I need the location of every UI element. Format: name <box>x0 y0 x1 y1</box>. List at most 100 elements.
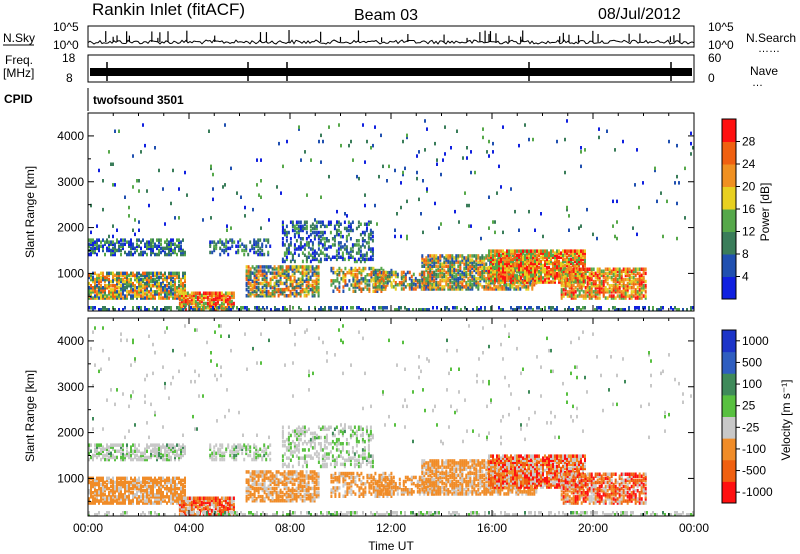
heatmap-cell <box>255 294 258 298</box>
heatmap-cell <box>138 495 140 499</box>
heatmap-cell <box>489 285 492 289</box>
heatmap-cell <box>471 266 474 270</box>
heatmap-cell <box>445 276 448 281</box>
heatmap-cell <box>517 278 520 283</box>
heatmap-cell <box>102 478 104 483</box>
heatmap-cell <box>562 280 564 284</box>
heatmap-cell <box>237 248 240 253</box>
heatmap-cell <box>88 273 90 278</box>
heatmap-cell <box>335 232 338 237</box>
heatmap-cell <box>106 246 108 251</box>
heatmap-cell <box>110 499 112 503</box>
heatmap-cell <box>110 279 112 284</box>
heatmap-cell <box>301 228 304 233</box>
heatmap-cell <box>313 273 316 277</box>
heatmap-cell <box>588 275 591 280</box>
heatmap-cell <box>128 292 130 296</box>
heatmap-cell <box>287 285 290 290</box>
heatmap-cell <box>498 259 500 264</box>
heatmap-cell <box>178 493 180 497</box>
heatmap-cell <box>692 146 694 150</box>
heatmap-cell <box>495 285 498 289</box>
heatmap-cell <box>132 501 134 505</box>
heatmap-cell <box>94 501 96 505</box>
heatmap-cell <box>315 271 318 275</box>
heatmap-cell <box>336 268 339 273</box>
heatmap-cell <box>122 476 124 481</box>
heatmap-cell <box>498 253 500 257</box>
heatmap-cell <box>307 243 310 247</box>
heatmap-cell <box>116 238 118 242</box>
heatmap-cell <box>447 256 450 260</box>
heatmap-cell <box>166 491 168 495</box>
heatmap-cell <box>488 278 490 282</box>
heatmap-cell <box>364 285 367 289</box>
heatmap-cell <box>468 224 470 228</box>
heatmap-cell <box>180 308 182 312</box>
heatmap-cell <box>307 283 310 288</box>
heatmap-cell <box>396 308 398 312</box>
heatmap-cell <box>640 275 643 280</box>
heatmap-cell <box>638 281 641 286</box>
heatmap-cell <box>287 273 290 277</box>
heatmap-cell <box>362 266 365 271</box>
heatmap-cell <box>180 493 182 497</box>
heatmap-cell <box>96 296 98 300</box>
heatmap-cell <box>291 283 294 288</box>
heatmap-cell <box>170 279 172 284</box>
heatmap-cell <box>447 283 450 287</box>
heatmap-cell <box>204 306 207 310</box>
heatmap-cell <box>520 272 522 276</box>
heatmap-cell <box>494 274 496 278</box>
heatmap-cell <box>148 242 150 246</box>
heatmap-cell <box>483 268 486 273</box>
heatmap-cell <box>382 281 385 285</box>
heatmap-cell <box>596 269 599 273</box>
heatmap-cell <box>305 226 308 231</box>
heatmap-cell <box>550 255 552 259</box>
heatmap-cell <box>532 308 534 312</box>
heatmap-cell <box>528 253 530 257</box>
heatmap-cell <box>188 301 191 306</box>
heatmap-cell <box>281 222 284 226</box>
heatmap-cell <box>558 267 560 272</box>
heatmap-cell <box>305 237 308 241</box>
heatmap-cell <box>348 143 350 148</box>
heatmap-cell <box>110 242 112 246</box>
heatmap-cell <box>166 238 168 242</box>
heatmap-cell <box>344 273 347 277</box>
heatmap-cell <box>492 270 494 274</box>
heatmap-cell <box>257 294 260 298</box>
nave-right-tick-top: 60 <box>708 51 722 65</box>
heatmap-cell <box>247 273 250 277</box>
heatmap-cell <box>626 269 629 273</box>
heatmap-cell <box>90 495 92 499</box>
heatmap-cell <box>182 250 184 255</box>
heatmap-cell <box>108 240 110 244</box>
heatmap-cell <box>396 274 399 279</box>
heatmap-cell <box>226 291 229 295</box>
heatmap-cell <box>184 286 186 290</box>
heatmap-cell <box>178 246 180 251</box>
heatmap-cell <box>154 146 156 150</box>
heatmap-cell <box>530 272 532 276</box>
heatmap-cell <box>148 486 150 491</box>
heatmap-cell <box>490 249 492 253</box>
heatmap-cell <box>223 248 226 253</box>
heatmap-cell <box>184 493 186 497</box>
heatmap-cell <box>313 234 316 239</box>
heatmap-cell <box>532 251 534 255</box>
heatmap-cell <box>494 265 496 270</box>
heatmap-cell <box>429 260 432 264</box>
heatmap-cell <box>492 259 494 264</box>
heatmap-cell <box>526 261 528 266</box>
heatmap-cell <box>281 292 284 296</box>
heatmap-cell <box>158 252 160 257</box>
heatmap-cell <box>502 280 504 284</box>
heatmap-cell <box>371 251 374 255</box>
heatmap-cell <box>380 133 382 138</box>
heatmap-cell <box>158 281 160 286</box>
heatmap-cell <box>564 286 567 290</box>
heatmap-cell <box>154 277 156 282</box>
heatmap-cell <box>556 263 558 268</box>
